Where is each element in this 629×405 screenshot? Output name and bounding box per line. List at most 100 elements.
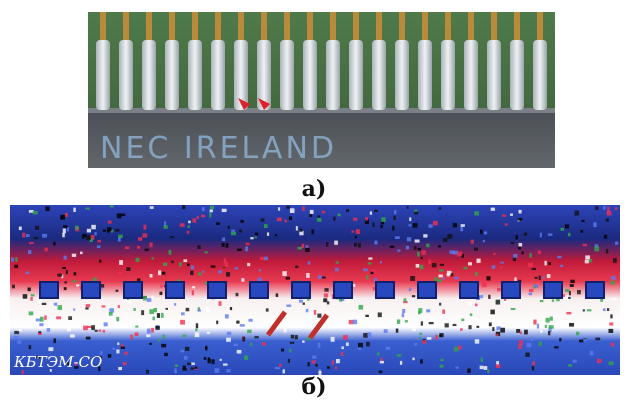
speckle (520, 332, 522, 335)
panel-label: б) (301, 374, 326, 400)
speckle (275, 367, 280, 369)
speckle (535, 277, 538, 279)
speckle (380, 361, 384, 364)
speckle (335, 367, 337, 370)
speckle (64, 287, 67, 290)
speckle (590, 351, 594, 356)
speckle (467, 301, 472, 305)
speckle (438, 274, 442, 277)
speckle (191, 265, 194, 269)
speckle (86, 235, 91, 240)
speckle (443, 238, 448, 242)
pin (418, 40, 432, 110)
speckle (339, 299, 342, 302)
speckle (533, 320, 536, 325)
speckle (63, 225, 67, 228)
pad (208, 282, 226, 298)
speckle (226, 272, 230, 277)
speckle (94, 232, 96, 235)
speckle (379, 371, 383, 374)
speckle (125, 313, 128, 315)
speckle (610, 281, 615, 285)
speckle (306, 337, 309, 340)
speckle (63, 228, 66, 233)
speckle (421, 250, 425, 254)
speckle (198, 272, 202, 275)
speckle (341, 346, 343, 349)
speckle (17, 340, 21, 343)
speckle (587, 309, 592, 311)
speckle (395, 236, 400, 239)
speckle (548, 262, 551, 265)
speckle (205, 282, 207, 285)
speckle (262, 342, 266, 345)
speckle (370, 211, 372, 214)
speckle (594, 246, 599, 251)
speckle (439, 269, 443, 272)
speckle (468, 325, 471, 329)
speckle (615, 242, 618, 245)
speckle (337, 214, 340, 216)
speckle (197, 245, 201, 249)
speckle (529, 253, 531, 258)
speckle (540, 300, 544, 302)
speckle (186, 308, 190, 311)
speckle (384, 329, 388, 333)
pin (395, 40, 409, 110)
speckle (118, 272, 123, 275)
speckle (611, 276, 616, 280)
speckle (419, 333, 422, 335)
speckle (307, 362, 309, 366)
speckle (109, 308, 114, 312)
speckle (212, 359, 215, 364)
speckle (86, 337, 91, 340)
speckle (482, 282, 487, 287)
speckle (522, 251, 524, 254)
speckle (58, 305, 63, 310)
speckle (346, 209, 349, 212)
speckle (476, 326, 479, 328)
speckle (163, 263, 167, 266)
speckle (460, 227, 463, 231)
speckle (457, 252, 462, 257)
speckle (160, 285, 162, 287)
speckle (300, 229, 303, 232)
speckle (281, 349, 284, 352)
pin (464, 40, 478, 110)
speckle (396, 329, 399, 333)
speckle (227, 332, 231, 335)
speckle (204, 357, 207, 360)
speckle (453, 324, 457, 326)
speckle (175, 364, 178, 367)
speckle (413, 223, 418, 228)
speckle (414, 343, 417, 346)
speckle (569, 323, 574, 327)
speckle (250, 237, 253, 239)
pad (166, 282, 184, 298)
pad (418, 282, 436, 298)
speckle (310, 210, 314, 214)
speckle (314, 310, 316, 315)
speckle (295, 335, 298, 339)
speckle (511, 308, 516, 310)
speckle (461, 319, 464, 321)
speckle (607, 275, 611, 278)
speckle (73, 208, 76, 212)
speckle (108, 221, 112, 224)
speckle (330, 275, 332, 280)
speckle (474, 248, 478, 251)
speckle (146, 370, 149, 374)
speckle (85, 307, 88, 309)
speckle (158, 270, 161, 275)
speckle (533, 286, 536, 288)
speckle (318, 275, 321, 279)
speckle (438, 245, 441, 247)
speckle (161, 313, 164, 318)
speckle (14, 336, 19, 339)
speckle (491, 208, 495, 211)
speckle (179, 262, 182, 266)
speckle (202, 271, 204, 273)
speckle (565, 224, 569, 228)
speckle (323, 298, 327, 302)
speckle (163, 225, 167, 229)
